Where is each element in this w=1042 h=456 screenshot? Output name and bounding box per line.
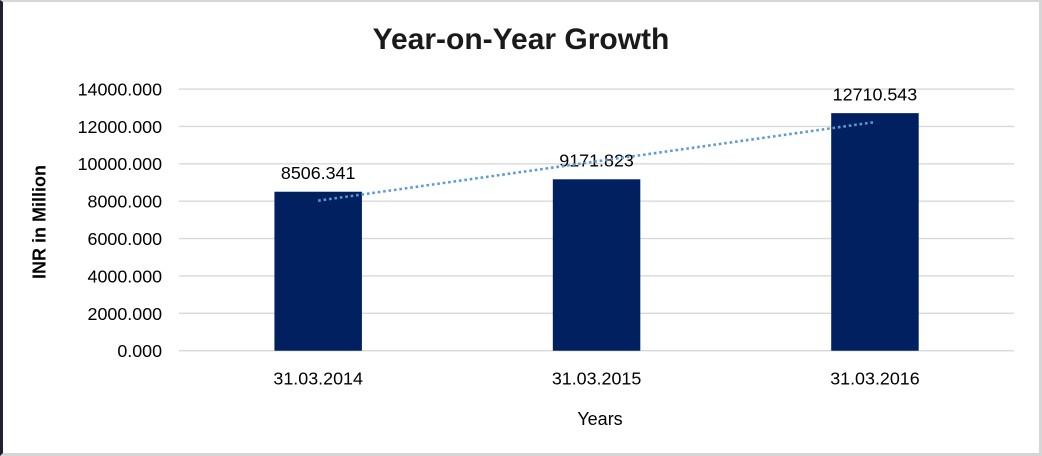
x-tick-label: 31.03.2015 [552,369,642,389]
y-tick-label: 0.000 [117,341,162,361]
bar [552,179,641,351]
x-axis-title: Years [577,409,623,429]
bar [831,113,919,351]
y-tick-label: 10000.000 [78,154,163,174]
bar-data-label: 8506.341 [281,163,356,183]
x-tick-label: 31.03.2016 [830,369,920,389]
chart-plot-area: 0.000 2000.000 4000.000 6000.000 8000.000 100… [78,80,1015,389]
x-tick-label: 31.03.2014 [273,369,363,389]
y-tick-label: 12000.000 [78,117,163,137]
bar [274,191,362,351]
y-tick-label: 4000.000 [88,266,163,286]
y-tick-label: 8000.000 [88,192,163,212]
chart-title: Year-on-Year Growth [372,23,670,56]
y-tick-label: 6000.000 [88,229,163,249]
y-tick-label: 14000.000 [78,80,163,100]
y-tick-label: 2000.000 [88,304,163,324]
bar-data-label: 12710.543 [833,84,918,104]
trendline [317,120,876,202]
